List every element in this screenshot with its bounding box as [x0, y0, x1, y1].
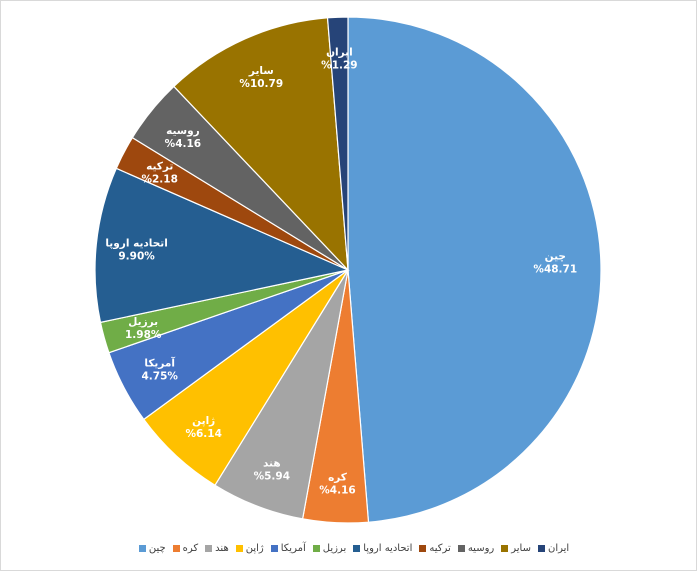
legend-swatch-8 — [457, 544, 465, 552]
legend-swatch-7 — [419, 544, 427, 552]
pie-slice-6 — [94, 167, 350, 324]
data-label-3: ژاپن %6.14 — [185, 415, 221, 440]
legend-label-1: کره — [182, 542, 199, 554]
legend-label-0: چین — [148, 542, 166, 554]
legend-swatch-1 — [172, 544, 180, 552]
legend-label-2: هند — [215, 542, 229, 554]
data-label-4: آمریکا 4.75% — [141, 357, 178, 383]
legend-item-2: هند — [205, 543, 229, 554]
legend-swatch-2 — [205, 544, 213, 552]
data-label-10: ایران %1.29 — [321, 47, 357, 72]
pie-slice-10 — [326, 16, 349, 271]
legend-item-10: ایران — [537, 542, 570, 554]
legend-swatch-3 — [235, 544, 243, 552]
legend-item-7: ترکیه — [419, 542, 451, 554]
legend-label-8: روسیه — [467, 542, 495, 554]
legend-item-0: چین — [138, 542, 166, 554]
pie-slice-9 — [173, 17, 349, 272]
legend-item-8: روسیه — [457, 542, 495, 554]
data-label-8: روسیه %4.16 — [165, 125, 201, 150]
legend-label-5: برزیل — [322, 542, 347, 554]
legend-swatch-10 — [537, 544, 545, 552]
legend-label-9: سایر — [511, 542, 531, 554]
legend-item-4: آمریکا — [270, 542, 306, 554]
legend-swatch-5 — [312, 544, 320, 552]
data-label-9: سایر %10.79 — [239, 65, 283, 90]
data-label-6: اتحادیه اروپا 9.90% — [105, 237, 167, 262]
data-label-7: ترکیه %2.18 — [141, 161, 177, 186]
legend-label-7: ترکیه — [429, 542, 451, 554]
legend: چین کره هند ژاپن آمریکا برزیل اتحادیه اروپا ترک… — [119, 538, 589, 558]
legend-label-3: ژاپن — [245, 542, 264, 554]
data-label-0: چین %48.71 — [533, 251, 577, 276]
legend-label-6: اتحادیه اروپا — [363, 542, 413, 554]
legend-label-4: آمریکا — [280, 542, 306, 554]
data-label-1: کره %4.16 — [319, 471, 355, 496]
pie-slice-0 — [347, 16, 602, 523]
legend-item-9: سایر — [501, 543, 531, 554]
legend-label-10: ایران — [547, 542, 570, 554]
legend-swatch-6 — [353, 544, 361, 552]
legend-swatch-0 — [138, 544, 146, 552]
data-label-5: برزیل 1.98% — [125, 316, 162, 341]
legend-item-6: اتحادیه اروپا — [353, 543, 412, 554]
data-label-2: هند %5.94 — [254, 457, 290, 482]
legend-swatch-9 — [501, 544, 509, 552]
legend-item-3: ژاپن — [235, 542, 264, 554]
legend-swatch-4 — [270, 544, 278, 552]
legend-item-1: کره — [172, 542, 199, 554]
legend-item-5: برزیل — [312, 542, 347, 554]
